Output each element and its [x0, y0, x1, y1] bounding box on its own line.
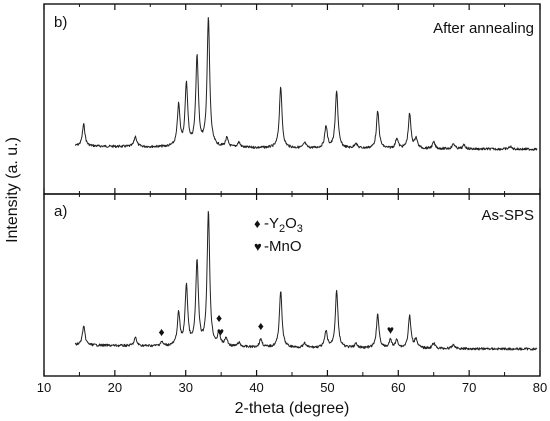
y2o3-marker: ♦: [216, 311, 222, 325]
panel-title-bottom: As-SPS: [481, 207, 534, 224]
diffraction-traces: [74, 16, 538, 351]
y-axis-title: Intensity (a. u.): [4, 137, 21, 243]
legend-symbol-y2o3: ♦: [254, 216, 261, 231]
panel-label-bottom: a): [54, 203, 67, 220]
x-tick-label: 60: [391, 380, 405, 395]
x-tick-label: 70: [462, 380, 476, 395]
y2o3-marker: ♦: [258, 319, 264, 333]
panel-label-top: b): [54, 14, 67, 31]
legend-label-mno: -MnO: [264, 238, 302, 255]
x-tick-label: 10: [37, 380, 51, 395]
x-axis-title: 2-theta (degree): [235, 400, 350, 417]
legend-symbol-mno: ♥: [254, 239, 262, 254]
x-axis-ticks: 10 20 30 40 50 60 70 80: [37, 4, 547, 395]
phase-markers: ♦♦♥ ♦ ♥: [159, 311, 394, 339]
x-tick-label: 40: [249, 380, 263, 395]
x-tick-label: 50: [320, 380, 334, 395]
mno-marker: ♥: [217, 325, 224, 339]
diffraction-trace-after-annealing: [75, 16, 538, 151]
mno-marker: ♥: [387, 323, 394, 337]
panel-title-top: After annealing: [433, 20, 534, 37]
y2o3-marker: ♦: [159, 325, 165, 339]
x-tick-label: 20: [108, 380, 122, 395]
phase-legend: ♦ -Y2O3 ♥ -MnO: [254, 215, 303, 255]
x-tick-label: 80: [533, 380, 547, 395]
x-tick-label: 30: [178, 380, 192, 395]
diffraction-trace-as-sps: [74, 210, 538, 351]
legend-label-y2o3: -Y2O3: [264, 215, 303, 235]
